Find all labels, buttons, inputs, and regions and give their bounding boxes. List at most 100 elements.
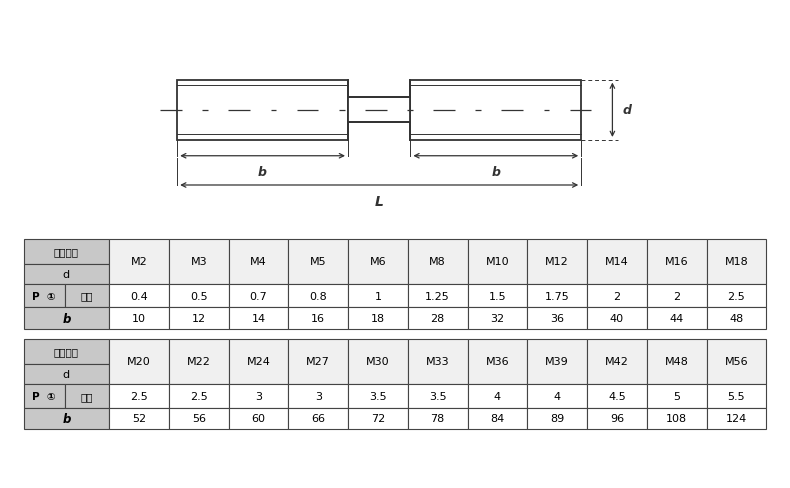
- Text: b: b: [62, 412, 70, 425]
- Text: 32: 32: [491, 314, 505, 324]
- Bar: [527, 385, 587, 408]
- Bar: [228, 339, 288, 385]
- Text: 72: 72: [371, 414, 385, 424]
- Bar: [169, 408, 228, 429]
- Text: 52: 52: [132, 414, 146, 424]
- Bar: [348, 339, 408, 385]
- Text: 2.5: 2.5: [728, 291, 745, 301]
- Bar: [24, 385, 65, 408]
- Text: 2.5: 2.5: [190, 391, 208, 401]
- Bar: [587, 284, 647, 308]
- Text: 78: 78: [431, 414, 445, 424]
- Bar: [527, 239, 587, 284]
- Bar: [468, 239, 527, 284]
- Text: 1.5: 1.5: [489, 291, 506, 301]
- Text: M48: M48: [664, 357, 689, 366]
- Text: P  ①: P ①: [32, 391, 56, 401]
- Text: d: d: [623, 104, 632, 117]
- Bar: [228, 239, 288, 284]
- Text: M56: M56: [724, 357, 748, 366]
- Bar: [408, 239, 468, 284]
- Text: M4: M4: [250, 257, 267, 266]
- Bar: [706, 408, 766, 429]
- Text: M22: M22: [186, 357, 211, 366]
- Text: 3: 3: [314, 391, 322, 401]
- Text: b: b: [62, 312, 70, 325]
- Text: 36: 36: [550, 314, 564, 324]
- Bar: [647, 408, 706, 429]
- Bar: [348, 98, 411, 123]
- Text: 124: 124: [726, 414, 747, 424]
- Text: 10: 10: [132, 314, 146, 324]
- Text: 44: 44: [670, 314, 684, 324]
- Text: 84: 84: [491, 414, 505, 424]
- Text: 60: 60: [251, 414, 265, 424]
- Text: 48: 48: [729, 314, 743, 324]
- Text: 14: 14: [251, 314, 265, 324]
- Text: d: d: [63, 369, 70, 379]
- Text: 4: 4: [494, 391, 501, 401]
- Text: 4.5: 4.5: [608, 391, 626, 401]
- Text: 28: 28: [431, 314, 445, 324]
- Bar: [527, 339, 587, 385]
- Bar: [587, 308, 647, 329]
- Text: L: L: [374, 195, 384, 209]
- Text: 0.7: 0.7: [250, 291, 267, 301]
- Bar: [411, 81, 581, 141]
- Text: M3: M3: [190, 257, 207, 266]
- Bar: [348, 239, 408, 284]
- Text: 18: 18: [371, 314, 385, 324]
- Bar: [228, 385, 288, 408]
- Bar: [24, 284, 65, 308]
- Bar: [587, 339, 647, 385]
- Bar: [348, 385, 408, 408]
- Text: M36: M36: [486, 357, 510, 366]
- Text: M18: M18: [724, 257, 748, 266]
- Text: M8: M8: [429, 257, 446, 266]
- Text: M27: M27: [307, 357, 330, 366]
- Bar: [177, 81, 348, 141]
- Bar: [587, 385, 647, 408]
- Text: 5.5: 5.5: [728, 391, 745, 401]
- Text: 4: 4: [554, 391, 561, 401]
- Bar: [24, 239, 109, 264]
- Text: 66: 66: [311, 414, 325, 424]
- Text: P  ①: P ①: [32, 291, 56, 301]
- Bar: [288, 308, 348, 329]
- Text: 12: 12: [192, 314, 205, 324]
- Text: M20: M20: [127, 357, 151, 366]
- Bar: [706, 308, 766, 329]
- Text: 2.5: 2.5: [130, 391, 148, 401]
- Bar: [169, 385, 228, 408]
- Bar: [468, 284, 527, 308]
- Text: 16: 16: [311, 314, 325, 324]
- Bar: [109, 239, 169, 284]
- Bar: [24, 408, 109, 429]
- Text: 螺纹规格: 螺纹规格: [54, 347, 79, 357]
- Bar: [647, 284, 706, 308]
- Bar: [24, 365, 109, 385]
- Bar: [468, 308, 527, 329]
- Text: 108: 108: [666, 414, 687, 424]
- Text: 3.5: 3.5: [369, 391, 387, 401]
- Text: M39: M39: [545, 357, 569, 366]
- Text: M5: M5: [310, 257, 326, 266]
- Bar: [288, 339, 348, 385]
- Bar: [647, 308, 706, 329]
- Bar: [706, 385, 766, 408]
- Text: 89: 89: [550, 414, 564, 424]
- Bar: [228, 308, 288, 329]
- Text: M6: M6: [370, 257, 386, 266]
- Bar: [228, 408, 288, 429]
- Text: M2: M2: [130, 257, 148, 266]
- Text: 56: 56: [192, 414, 205, 424]
- Bar: [408, 385, 468, 408]
- Bar: [408, 308, 468, 329]
- Bar: [169, 339, 228, 385]
- Bar: [65, 284, 109, 308]
- Bar: [348, 284, 408, 308]
- Text: d: d: [63, 269, 70, 279]
- Bar: [24, 308, 109, 329]
- Text: 1.25: 1.25: [425, 291, 450, 301]
- Text: 5: 5: [673, 391, 680, 401]
